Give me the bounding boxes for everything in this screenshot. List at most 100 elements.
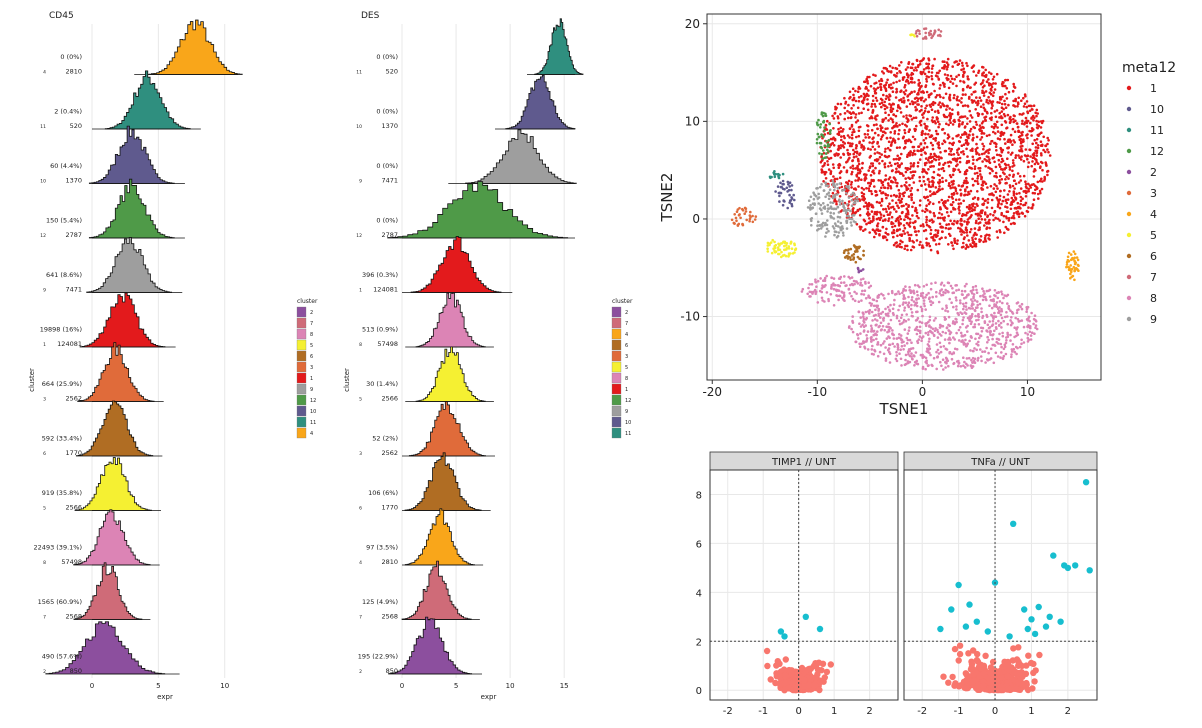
tsne-point xyxy=(861,315,865,318)
tsne-point xyxy=(983,109,987,112)
legend-swatch-8 xyxy=(611,372,622,384)
tsne-point xyxy=(967,221,970,224)
tsne-point xyxy=(924,360,927,364)
tsne-point xyxy=(936,251,940,255)
tsne-point xyxy=(788,193,791,197)
tsne-point xyxy=(984,75,988,78)
tsne-point xyxy=(910,357,914,361)
tsne-point xyxy=(823,279,827,283)
tsne-point xyxy=(916,310,919,314)
tsne-point xyxy=(898,99,901,102)
tsne-point xyxy=(887,292,890,296)
tsne-point xyxy=(937,125,940,129)
tsne-frame xyxy=(706,13,1102,381)
tsne-point xyxy=(989,357,993,360)
tsne-point xyxy=(1015,311,1019,315)
tsne-point xyxy=(886,305,890,309)
row-stat-label: 0 (0%) xyxy=(60,53,82,61)
tsne-point xyxy=(994,315,998,319)
tsne-point xyxy=(996,137,1000,140)
tsne-point xyxy=(880,199,884,203)
tsne-point xyxy=(857,96,861,99)
tsne-point xyxy=(907,301,911,305)
tsne-point xyxy=(870,102,874,106)
tsne-point xyxy=(840,281,843,285)
tsne-point xyxy=(862,192,866,196)
tsne-point xyxy=(921,314,924,318)
tsne-point xyxy=(976,177,979,180)
row-stat-label: 52 (2%) xyxy=(372,435,398,443)
tsne-point xyxy=(734,216,738,220)
tsne-point xyxy=(806,292,809,296)
tsne-point xyxy=(909,80,913,84)
tsne-point xyxy=(897,198,900,202)
tsne-point xyxy=(903,128,906,132)
tsne-point xyxy=(937,155,940,158)
tsne-point xyxy=(880,197,884,201)
tsne-point xyxy=(947,243,950,246)
tsne-point xyxy=(878,152,881,155)
tsne-point xyxy=(1004,78,1007,82)
tsne-point xyxy=(817,196,821,199)
tsne-point xyxy=(927,133,930,136)
tsne-point xyxy=(898,352,901,356)
tsne-point xyxy=(886,312,890,315)
legend-label-7: 7 xyxy=(1150,271,1157,284)
tsne-point xyxy=(887,177,891,181)
tsne-point xyxy=(1001,95,1004,99)
tsne-point xyxy=(845,219,848,223)
tsne-point xyxy=(873,318,877,321)
tsne-point xyxy=(998,219,1001,222)
tsne-point xyxy=(848,292,852,295)
tsne-point xyxy=(814,280,817,284)
tsne-point xyxy=(974,108,977,111)
tsne-point xyxy=(1026,120,1029,123)
tsne-point xyxy=(849,258,852,262)
tsne-point xyxy=(891,231,894,235)
tsne-point xyxy=(1024,180,1027,183)
tsne-point xyxy=(957,288,961,292)
tsne-point xyxy=(933,101,937,105)
tsne-point xyxy=(1006,157,1009,160)
tsne-point xyxy=(988,304,991,308)
tsne-point xyxy=(840,135,843,138)
tsne-point xyxy=(847,103,850,107)
tsne-point xyxy=(867,181,870,185)
tsne-point xyxy=(1006,315,1009,318)
tsne-point xyxy=(869,84,873,88)
y-tick-label: 0 xyxy=(692,212,700,226)
tsne-point xyxy=(952,153,956,156)
tsne-point xyxy=(955,305,958,308)
tsne-point xyxy=(1020,131,1023,135)
tsne-point xyxy=(918,320,922,324)
tsne-point xyxy=(849,209,852,213)
histogram-bar-9 xyxy=(86,237,173,293)
tsne-point xyxy=(861,161,864,165)
tsne-point xyxy=(971,361,974,364)
tsne-point xyxy=(862,329,866,332)
tsne-point xyxy=(850,276,854,279)
tsne-point xyxy=(884,236,887,239)
tsne-point xyxy=(893,298,896,302)
tsne-point xyxy=(823,144,827,147)
tsne-point xyxy=(841,189,844,192)
tsne-point xyxy=(931,64,934,68)
tsne-point xyxy=(842,281,846,284)
tsne-point xyxy=(978,166,982,170)
legend-label-12: 12 xyxy=(625,398,631,404)
tsne-point xyxy=(1011,343,1015,346)
tsne-point xyxy=(903,328,907,331)
tsne-point xyxy=(857,310,861,314)
tsne-point xyxy=(902,194,905,198)
tsne-point xyxy=(970,292,974,295)
tsne-point xyxy=(851,159,854,163)
tsne-point xyxy=(910,198,913,202)
tsne-point xyxy=(841,291,844,294)
tsne-point xyxy=(836,205,840,209)
tsne-point xyxy=(937,168,941,171)
tsne-point xyxy=(936,328,939,332)
tsne-point xyxy=(870,192,874,196)
tsne-point xyxy=(953,93,956,97)
tsne-point xyxy=(932,238,935,242)
tsne-point xyxy=(954,198,958,202)
